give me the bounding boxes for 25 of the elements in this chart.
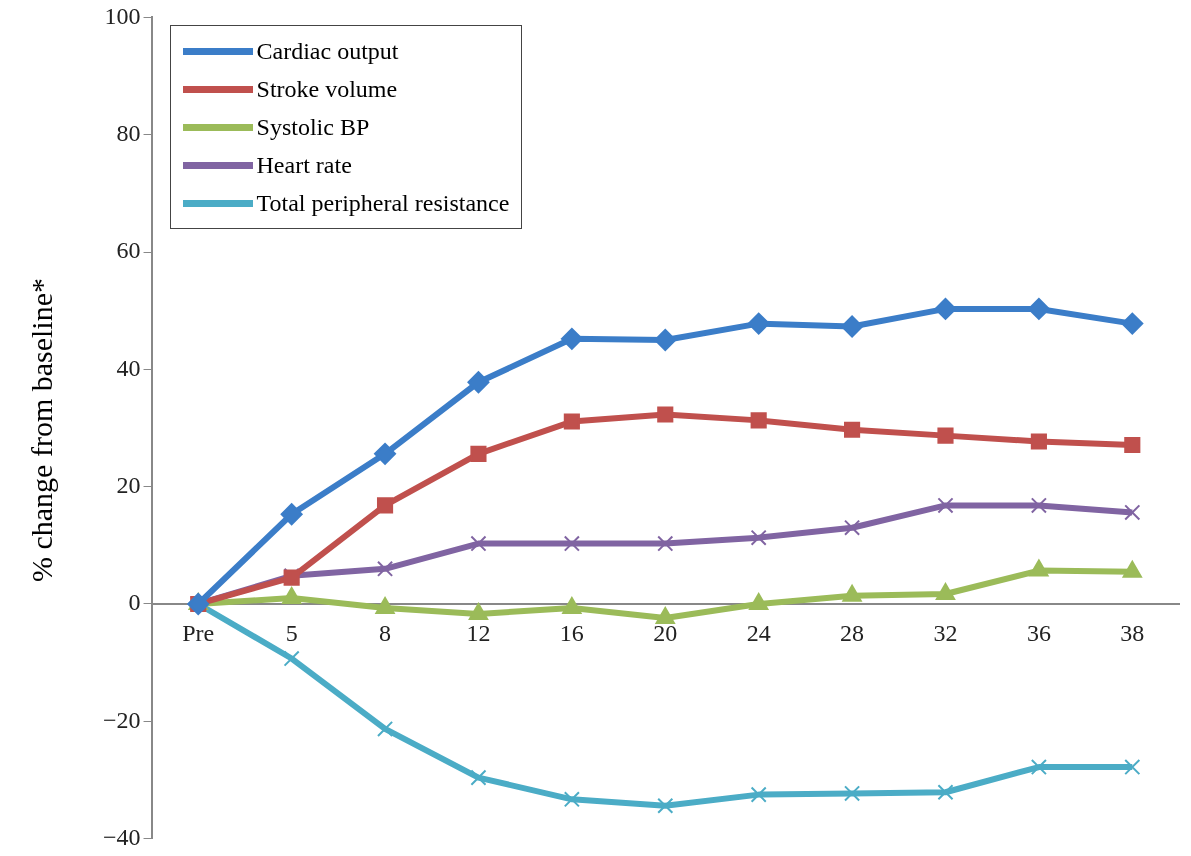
x-tick-label: 5 <box>285 619 298 646</box>
x-tick-label: 12 <box>466 619 491 646</box>
y-tick-label: 100 <box>104 2 141 29</box>
y-tick-label: 40 <box>116 354 141 381</box>
legend-label: Stroke volume <box>256 75 398 103</box>
legend-label: Total peripheral resistance <box>256 189 510 217</box>
x-tick-label: 36 <box>1026 619 1051 646</box>
legend-label: Heart rate <box>256 151 352 179</box>
y-tick-label: 60 <box>116 237 141 264</box>
x-tick-label: 8 <box>379 619 392 646</box>
x-tick-label: 28 <box>840 619 865 646</box>
y-tick-label: 0 <box>128 589 141 616</box>
y-tick-label: −20 <box>102 706 141 733</box>
x-tick-label: 32 <box>933 619 958 646</box>
y-tick-label: 20 <box>116 471 141 498</box>
y-axis-title: % change from baseline* <box>25 277 59 583</box>
y-tick-label: 80 <box>116 120 141 147</box>
legend-label: Systolic BP <box>256 113 370 141</box>
x-tick-label: Pre <box>182 619 215 646</box>
legend-label: Cardiac output <box>256 37 399 65</box>
x-tick-label: 20 <box>653 619 678 646</box>
x-tick-label: 24 <box>746 619 771 646</box>
x-tick-label: 16 <box>559 619 584 646</box>
y-tick-label: −40 <box>102 823 141 850</box>
x-tick-label: 38 <box>1120 619 1145 646</box>
